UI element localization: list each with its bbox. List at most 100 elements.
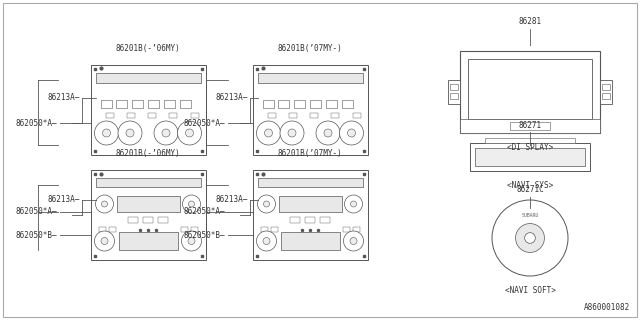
Bar [90, 170, 205, 260]
Text: <NAVI SOFT>: <NAVI SOFT> [504, 286, 556, 295]
Circle shape [344, 231, 364, 251]
Bar [475, 148, 585, 166]
Bar [127, 113, 135, 118]
Bar [353, 227, 360, 232]
Bar [320, 217, 330, 223]
Circle shape [162, 129, 170, 137]
Bar [132, 100, 143, 108]
Bar [180, 100, 191, 108]
Circle shape [351, 201, 356, 207]
Text: 862050*B—: 862050*B— [15, 230, 56, 239]
Bar [485, 138, 575, 143]
Bar [95, 73, 200, 83]
Bar [280, 232, 339, 250]
Text: 86281: 86281 [518, 18, 541, 27]
Bar [148, 100, 159, 108]
Text: <NAVI SYS>: <NAVI SYS> [507, 181, 553, 190]
Bar [109, 227, 115, 232]
Bar [342, 100, 353, 108]
Circle shape [126, 129, 134, 137]
Bar [310, 113, 318, 118]
Text: 86201B(’07MY-): 86201B(’07MY-) [278, 149, 342, 158]
Bar [95, 178, 200, 187]
Text: A860001082: A860001082 [584, 303, 630, 312]
Bar [100, 100, 111, 108]
Circle shape [525, 233, 535, 243]
Circle shape [324, 129, 332, 137]
Circle shape [102, 201, 108, 207]
Bar [278, 196, 342, 212]
Bar [510, 122, 550, 130]
Bar [268, 113, 275, 118]
Circle shape [182, 195, 200, 213]
Bar [470, 143, 590, 171]
Text: 86201B(-’06MY): 86201B(-’06MY) [116, 149, 180, 158]
Bar [128, 217, 138, 223]
Circle shape [257, 195, 275, 213]
Bar [450, 93, 458, 99]
Bar [99, 227, 106, 232]
Text: 862050*B—: 862050*B— [183, 230, 225, 239]
Bar [294, 100, 305, 108]
Bar [290, 217, 300, 223]
Bar [460, 51, 600, 133]
Text: <DI SPLAY>: <DI SPLAY> [507, 143, 553, 152]
Bar [262, 100, 273, 108]
Bar [253, 170, 367, 260]
Bar [353, 113, 360, 118]
Circle shape [182, 231, 202, 251]
Bar [180, 227, 188, 232]
Bar [332, 113, 339, 118]
Bar [164, 100, 175, 108]
Text: 862050*A—: 862050*A— [183, 118, 225, 127]
Circle shape [339, 121, 364, 145]
Circle shape [189, 201, 195, 207]
Bar [257, 178, 362, 187]
Circle shape [95, 231, 115, 251]
Bar [116, 196, 179, 212]
Circle shape [95, 195, 113, 213]
Bar [602, 93, 610, 99]
Circle shape [95, 121, 118, 145]
Bar [158, 217, 168, 223]
Text: 862050*A—: 862050*A— [183, 207, 225, 217]
Bar [118, 232, 177, 250]
Circle shape [177, 121, 202, 145]
Circle shape [344, 195, 362, 213]
Bar [289, 113, 297, 118]
Bar [271, 227, 278, 232]
Text: 86201B(-’06MY): 86201B(-’06MY) [116, 44, 180, 53]
Bar [326, 100, 337, 108]
Circle shape [280, 121, 304, 145]
Bar [260, 227, 268, 232]
Bar [278, 100, 289, 108]
Circle shape [102, 129, 111, 137]
Circle shape [118, 121, 142, 145]
Bar [191, 227, 198, 232]
Text: 86213A—: 86213A— [216, 196, 248, 204]
Text: 86213A—: 86213A— [47, 93, 80, 102]
Text: 86201B(’07MY-): 86201B(’07MY-) [278, 44, 342, 53]
Bar [253, 65, 367, 155]
Text: 862050*A—: 862050*A— [15, 207, 56, 217]
Text: 862050*A—: 862050*A— [15, 118, 56, 127]
Bar [450, 84, 458, 90]
Bar [342, 227, 349, 232]
Bar [602, 84, 610, 90]
Bar [143, 217, 153, 223]
Circle shape [516, 224, 545, 252]
Circle shape [288, 129, 296, 137]
Circle shape [257, 121, 280, 145]
Circle shape [101, 237, 108, 244]
Text: SUBARU: SUBARU [522, 213, 539, 218]
Circle shape [263, 237, 270, 244]
Bar [148, 113, 156, 118]
Text: 86271C: 86271C [516, 186, 544, 195]
Bar [90, 65, 205, 155]
Bar [305, 217, 315, 223]
Bar [106, 113, 113, 118]
Text: 86271: 86271 [518, 121, 541, 130]
Bar [448, 80, 460, 104]
Circle shape [348, 129, 355, 137]
Text: 86213A—: 86213A— [47, 196, 80, 204]
